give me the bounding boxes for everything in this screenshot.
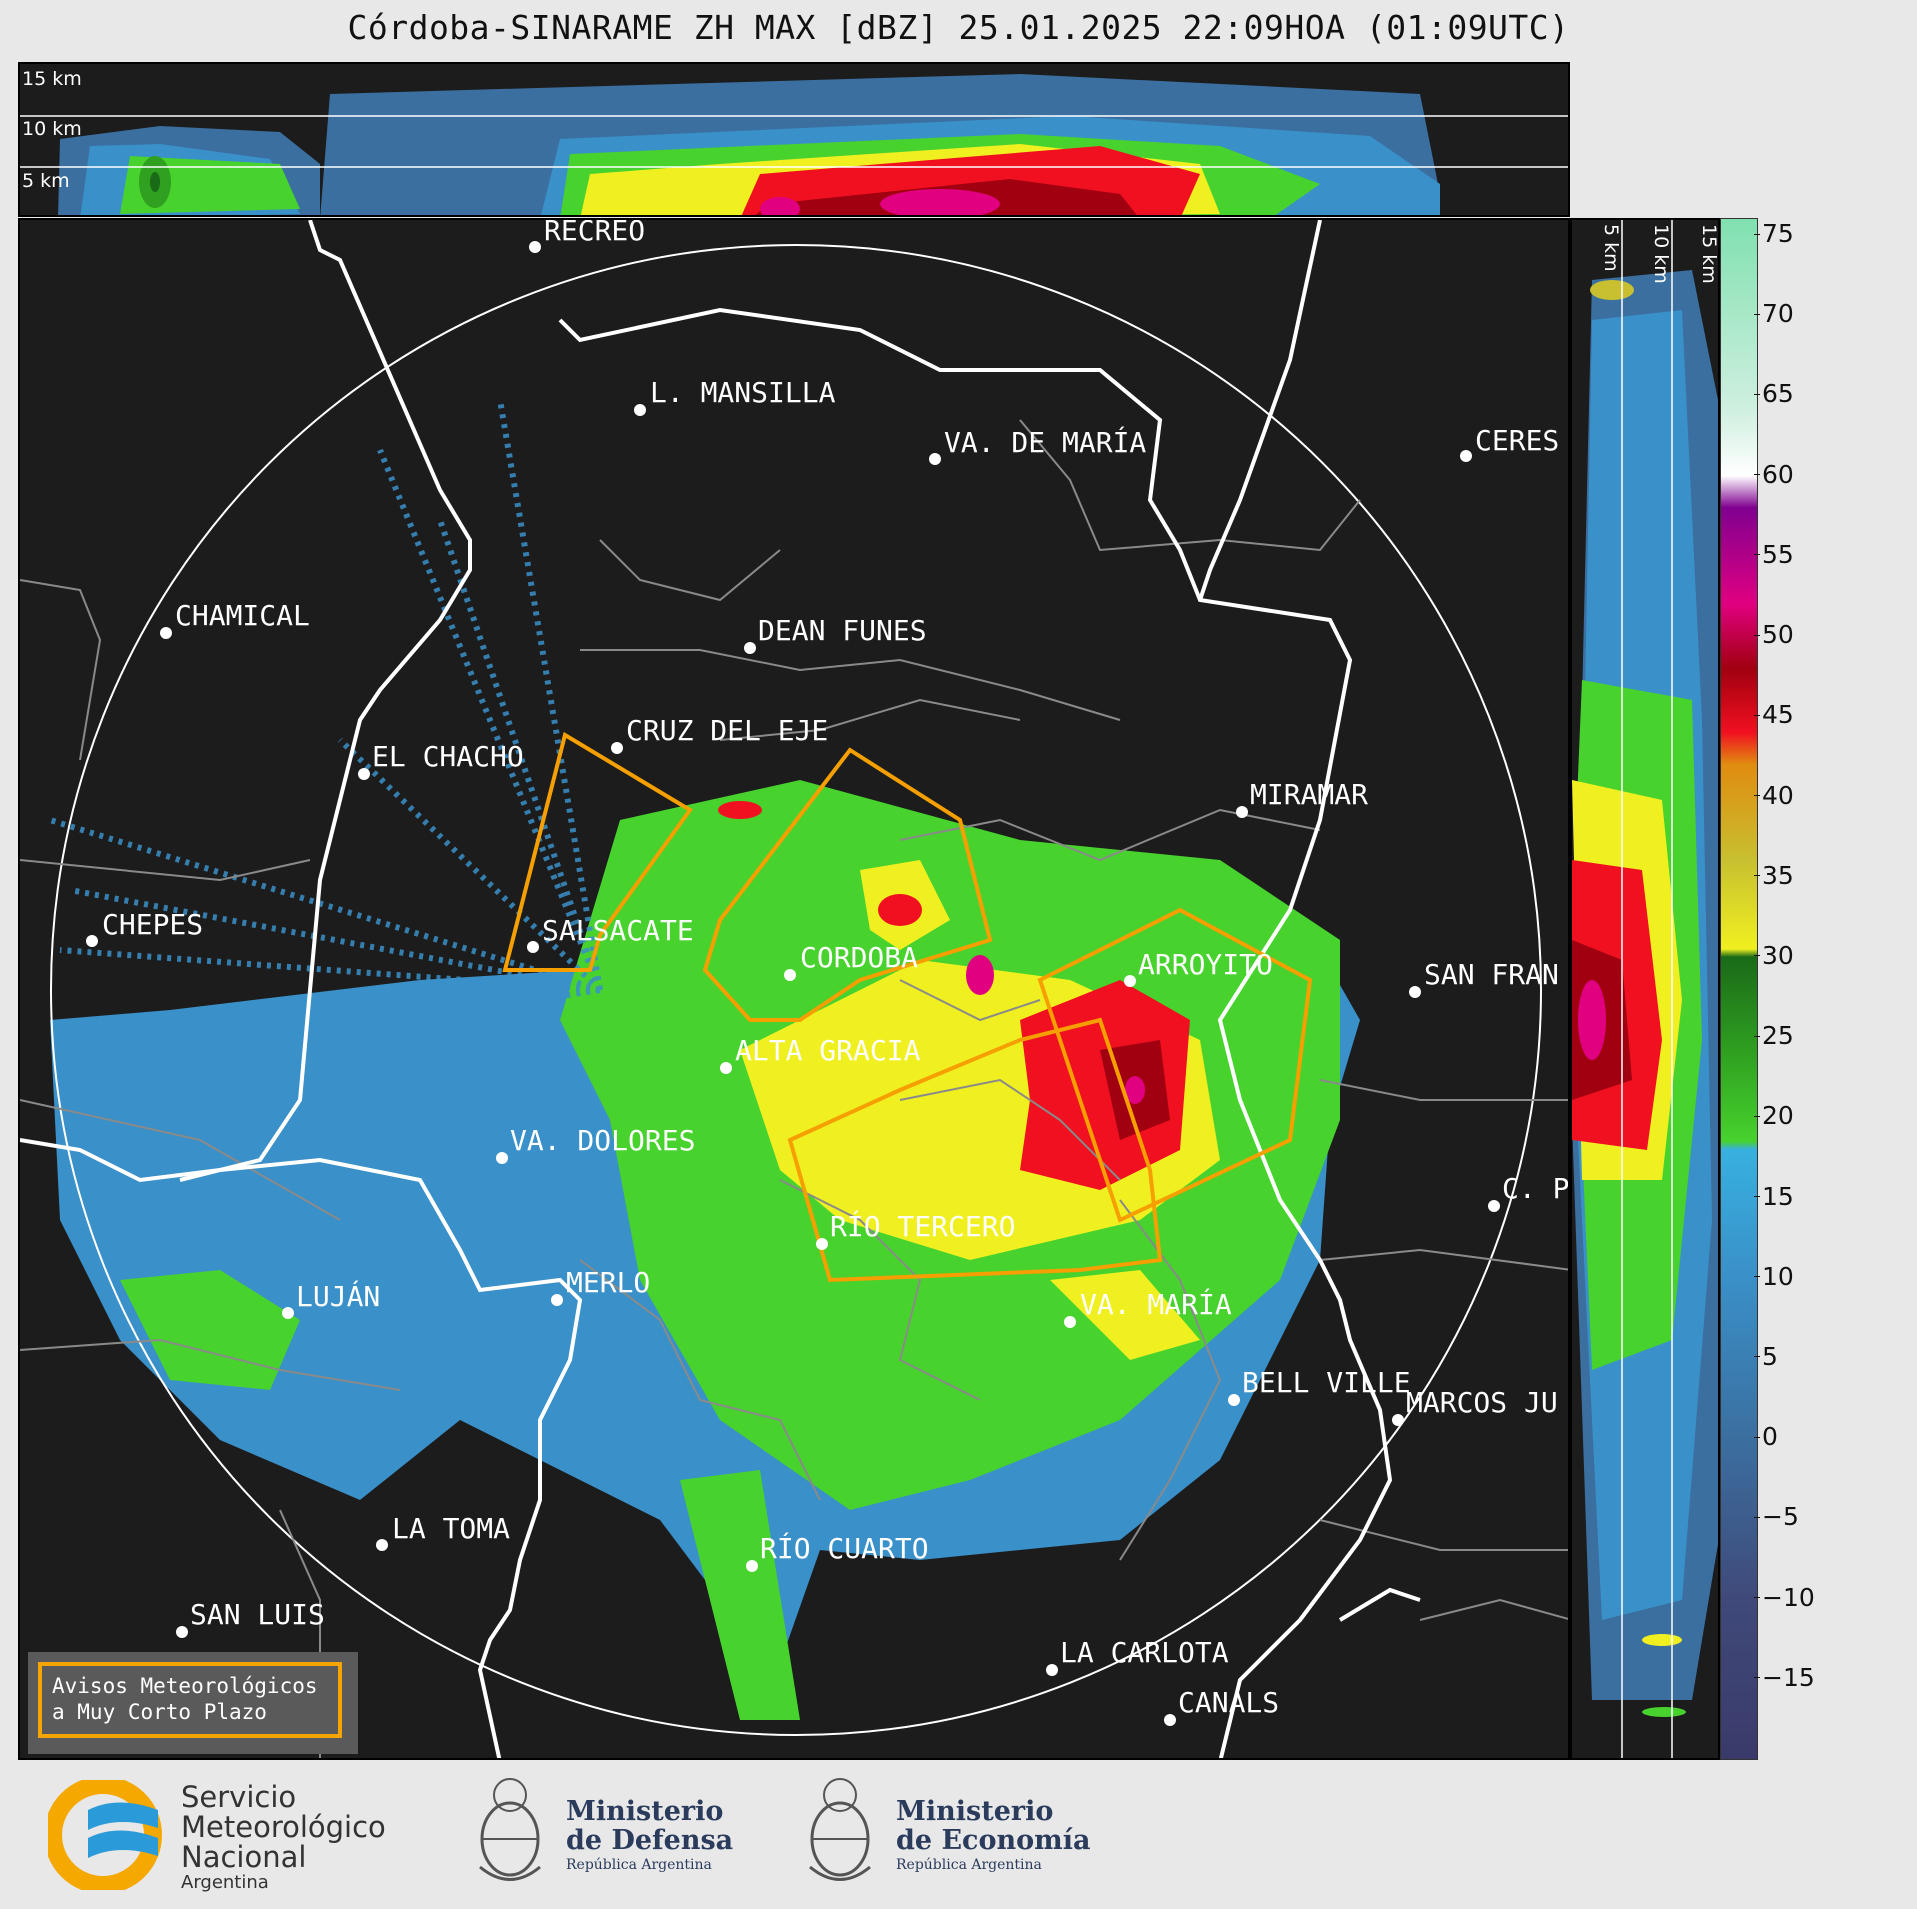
height-label-5km-right: 5 km	[1600, 224, 1622, 272]
colorbar-tick-label: 30	[1754, 940, 1794, 970]
city-label: SAN FRAN	[1424, 958, 1559, 991]
warning-legend: Avisos Meteorológicos a Muy Corto Plazo	[28, 1652, 358, 1754]
city-label: RECREO	[544, 220, 645, 247]
colorbar-tick-label: 55	[1754, 539, 1794, 569]
colorbar-tick-label: 5	[1754, 1341, 1778, 1371]
city-label: CHAMICAL	[175, 599, 310, 632]
city-label: MARCOS JU	[1406, 1386, 1558, 1419]
colorbar-tick-label: 70	[1754, 299, 1794, 329]
warning-polygon-3	[1037, 907, 1313, 1223]
warning-legend-line2: a Muy Corto Plazo	[52, 1700, 267, 1724]
smn-logo-line4: Argentina	[181, 1872, 269, 1893]
city-label: ARROYITO	[1138, 948, 1273, 981]
height-label-15km-right: 15 km	[1698, 224, 1720, 284]
coat-of-arms-icon	[809, 1778, 871, 1881]
economia-logo-line3: República Argentina	[896, 1857, 1042, 1873]
colorbar-tick-label: 60	[1754, 459, 1794, 489]
city-label: MIRAMAR	[1250, 778, 1368, 811]
city-label: L. MANSILLA	[650, 376, 836, 409]
city-label: VA. DOLORES	[510, 1124, 695, 1157]
smn-logo: Servicio Meteorológico Nacional Argentin…	[48, 1780, 418, 1900]
height-label-15km: 15 km	[22, 68, 82, 90]
warning-legend-line1: Avisos Meteorológicos	[52, 1674, 318, 1698]
colorbar-tick-label: 50	[1754, 620, 1794, 650]
city-label: LUJÁN	[296, 1279, 380, 1313]
city-label: DEAN FUNES	[758, 614, 927, 647]
defensa-logo-line1: Ministerio	[566, 1796, 724, 1827]
defensa-logo-line2: de Defensa	[566, 1825, 734, 1856]
provincial-boundaries	[20, 220, 1421, 1758]
colorbar-tick-label: −15	[1754, 1662, 1815, 1692]
colorbar-tick-label: 25	[1754, 1021, 1794, 1051]
city-label: CHEPES	[102, 908, 203, 941]
defensa-logo: Ministerio de Defensa República Argentin…	[470, 1767, 760, 1902]
economia-logo-line2: de Economía	[896, 1825, 1091, 1856]
right-cross-section-echoes	[1572, 220, 1718, 1758]
city-label: LA TOMA	[392, 1512, 510, 1545]
smn-logo-line2: Meteorológico	[181, 1810, 386, 1844]
colorbar-tick-label: 10	[1754, 1261, 1794, 1291]
radar-echoes	[49, 399, 1360, 1720]
warning-polygon-1	[502, 731, 693, 972]
department-boundaries	[20, 419, 1568, 1758]
city-label: BELL VILLE	[1242, 1366, 1411, 1399]
city-label: ALTA GRACIA	[735, 1034, 921, 1067]
colorbar-tick-label: −5	[1754, 1502, 1799, 1532]
colorbar-tick-label: 65	[1754, 379, 1794, 409]
city-label: VA. DE MARÍA	[944, 425, 1146, 459]
colorbar-tick-label: 45	[1754, 700, 1794, 730]
city-label: CERES	[1475, 424, 1559, 457]
warning-polygon-2	[702, 747, 993, 1022]
colorbar-fill	[1721, 219, 1757, 1759]
colorbar-tick-label: 75	[1754, 219, 1794, 249]
city-label: LA CARLOTA	[1060, 1636, 1229, 1669]
city-label: CANALS	[1178, 1686, 1279, 1719]
defensa-logo-line3: República Argentina	[566, 1857, 712, 1873]
city-markers	[86, 241, 1500, 1726]
height-label-5km: 5 km	[22, 170, 70, 192]
top-cross-section-panel: 15 km 10 km 5 km	[18, 62, 1570, 217]
page-title: Córdoba-SINARAME ZH MAX [dBZ] 25.01.2025…	[347, 8, 1570, 47]
footer-logos: Servicio Meteorológico Nacional Argentin…	[0, 1762, 1917, 1909]
colorbar-gradient	[1721, 219, 1757, 1759]
colorbar-tick-label: 15	[1754, 1181, 1794, 1211]
range-ring	[50, 244, 1542, 1736]
colorbar-tick-label: −10	[1754, 1582, 1815, 1612]
height-label-10km: 10 km	[22, 118, 82, 140]
economia-logo-line1: Ministerio	[896, 1796, 1054, 1827]
city-label: CORDOBA	[800, 941, 918, 974]
city-label: CRUZ DEL EJE	[626, 714, 828, 747]
coat-of-arms-icon	[479, 1778, 541, 1881]
height-label-10km-right: 10 km	[1650, 224, 1672, 284]
smn-logo-line3: Nacional	[181, 1840, 307, 1874]
colorbar-tick-label: 0	[1754, 1422, 1778, 1452]
right-cross-section-panel: 5 km 10 km 15 km	[1570, 218, 1720, 1760]
radar-map-svg: RECREO L. MANSILLA VA. DE MARÍA CERES CH…	[20, 220, 1569, 1758]
warning-legend-box: Avisos Meteorológicos a Muy Corto Plazo	[38, 1662, 342, 1738]
city-label: SAN LUIS	[190, 1598, 325, 1631]
city-label: EL CHACHO	[372, 740, 524, 773]
colorbar-tick-label: 40	[1754, 780, 1794, 810]
economia-logo: Ministerio de Economía República Argenti…	[800, 1767, 1100, 1902]
city-label: RÍO CUARTO	[760, 1531, 929, 1565]
dbz-colorbar	[1720, 218, 1758, 1760]
city-labels: RECREO L. MANSILLA VA. DE MARÍA CERES CH…	[102, 220, 1569, 1719]
city-label: RÍO TERCERO	[830, 1209, 1015, 1243]
colorbar-tick-label: 35	[1754, 860, 1794, 890]
city-label: SALSACATE	[542, 914, 694, 947]
city-label: VA. MARÍA	[1080, 1287, 1232, 1321]
colorbar-tick-label: 20	[1754, 1101, 1794, 1131]
city-label: MERLO	[566, 1266, 650, 1299]
smn-logo-icon	[48, 1780, 162, 1890]
city-label: C. P	[1502, 1172, 1569, 1205]
radar-plan-view: RECREO L. MANSILLA VA. DE MARÍA CERES CH…	[18, 218, 1570, 1760]
top-cross-section-echoes	[20, 74, 1568, 215]
warning-polygons	[502, 731, 1313, 1283]
warning-polygon-4	[787, 1017, 1163, 1283]
smn-logo-line1: Servicio	[181, 1780, 297, 1814]
